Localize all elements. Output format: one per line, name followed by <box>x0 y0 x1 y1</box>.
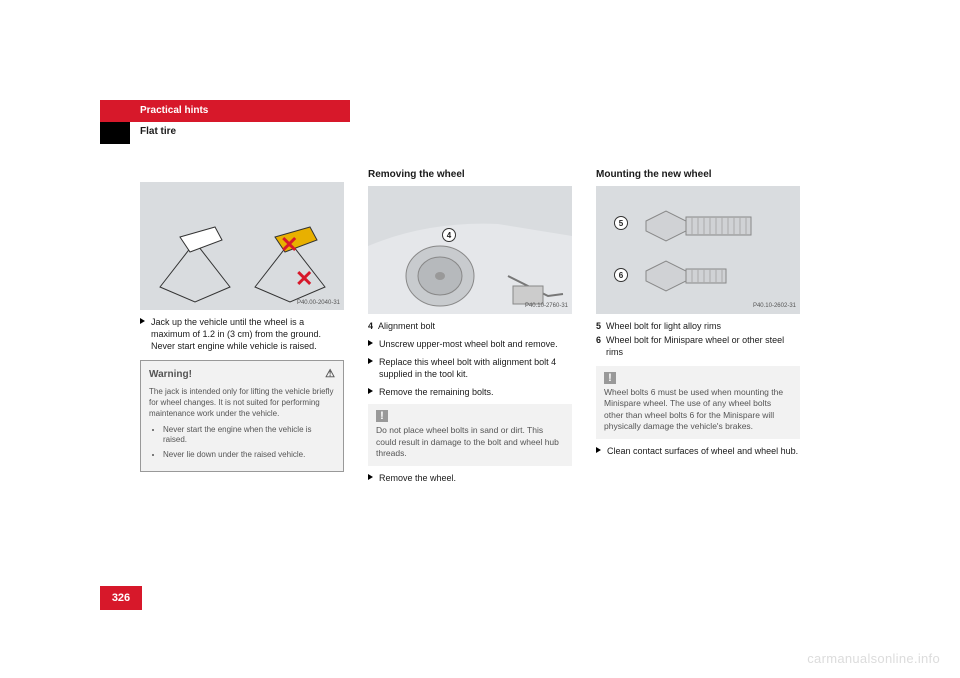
column-heading: Mounting the new wheel <box>596 168 800 182</box>
content-columns: ✕ ✕ P40.00-2040-31 Jack up the vehicle u… <box>140 168 800 490</box>
legend-number: 6 <box>596 334 601 358</box>
notice-text: Wheel bolts 6 must be used when mounting… <box>604 387 792 433</box>
notice-text: Do not place wheel bolts in sand or dirt… <box>376 425 564 459</box>
triangle-icon <box>368 340 373 346</box>
notice-icon: ! <box>604 372 616 384</box>
step-text: Jack up the vehicle until the wheel is a… <box>151 316 344 352</box>
callout-6: 6 <box>614 268 628 282</box>
instruction-step: Clean contact surfaces of wheel and whee… <box>596 445 800 457</box>
step-text: Replace this wheel bolt with alignment b… <box>379 356 572 380</box>
column-2: Removing the wheel 4 P40.10-2760-31 4 Al… <box>368 168 572 490</box>
section-title: Practical hints <box>140 105 208 116</box>
bolts-figure: 5 6 P40.10-2602-31 <box>596 186 800 314</box>
instruction-step: Unscrew upper-most wheel bolt and remove… <box>368 338 572 350</box>
notice-box: ! Do not place wheel bolts in sand or di… <box>368 404 572 465</box>
triangle-icon <box>368 474 373 480</box>
triangle-icon <box>140 318 145 324</box>
legend-text: Wheel bolt for Minispare wheel or other … <box>606 334 800 358</box>
wheel-figure: 4 P40.10-2760-31 <box>368 186 572 314</box>
callout-4: 4 <box>442 228 456 242</box>
warning-title: Warning! <box>149 368 192 382</box>
figure-caption: P40.00-2040-31 <box>297 299 340 307</box>
manual-page: Practical hints Flat tire ✕ ✕ P40.00-204… <box>130 100 810 610</box>
step-text: Remove the wheel. <box>379 472 456 484</box>
wheel-illustration <box>368 186 572 314</box>
warning-box: Warning! ⚠ The jack is intended only for… <box>140 360 344 472</box>
tab-marker <box>100 122 130 144</box>
step-text: Unscrew upper-most wheel bolt and remove… <box>379 338 558 350</box>
callout-5: 5 <box>614 216 628 230</box>
instruction-step: Jack up the vehicle until the wheel is a… <box>140 316 344 352</box>
notice-icon: ! <box>376 410 388 422</box>
figure-caption: P40.10-2602-31 <box>753 302 796 310</box>
legend-text: Alignment bolt <box>378 320 435 332</box>
instruction-step: Remove the wheel. <box>368 472 572 484</box>
warning-item: Never start the engine when the vehicle … <box>163 425 335 447</box>
legend-item: 5 Wheel bolt for light alloy rims <box>596 320 800 332</box>
legend-item: 6 Wheel bolt for Minispare wheel or othe… <box>596 334 800 358</box>
column-3: Mounting the new wheel <box>596 168 800 490</box>
bolts-illustration <box>596 186 800 314</box>
warning-icon: ⚠ <box>325 367 335 382</box>
warning-body: The jack is intended only for lifting th… <box>149 387 335 461</box>
legend-text: Wheel bolt for light alloy rims <box>606 320 721 332</box>
page-number: 326 <box>100 586 142 610</box>
instruction-step: Remove the remaining bolts. <box>368 386 572 398</box>
warning-header: Warning! ⚠ <box>149 367 335 382</box>
notice-box: ! Wheel bolts 6 must be used when mounti… <box>596 366 800 439</box>
step-text: Remove the remaining bolts. <box>379 386 494 398</box>
figure-caption: P40.10-2760-31 <box>525 302 568 310</box>
warning-item: Never lie down under the raised vehicle. <box>163 450 335 461</box>
cross-icon: ✕ <box>280 230 298 260</box>
column-1: ✕ ✕ P40.00-2040-31 Jack up the vehicle u… <box>140 168 344 490</box>
instruction-step: Replace this wheel bolt with alignment b… <box>368 356 572 380</box>
page-subtitle: Flat tire <box>140 126 176 137</box>
cross-icon: ✕ <box>295 264 313 294</box>
warning-text: The jack is intended only for lifting th… <box>149 387 335 419</box>
step-text: Clean contact surfaces of wheel and whee… <box>607 445 798 457</box>
column-heading: Removing the wheel <box>368 168 572 182</box>
watermark: carmanualsonline.info <box>807 651 940 666</box>
section-header: Practical hints <box>100 100 350 122</box>
triangle-icon <box>596 447 601 453</box>
legend-item: 4 Alignment bolt <box>368 320 572 332</box>
legend-number: 4 <box>368 320 373 332</box>
jack-figure: ✕ ✕ P40.00-2040-31 <box>140 182 344 310</box>
legend-number: 5 <box>596 320 601 332</box>
triangle-icon <box>368 388 373 394</box>
triangle-icon <box>368 358 373 364</box>
